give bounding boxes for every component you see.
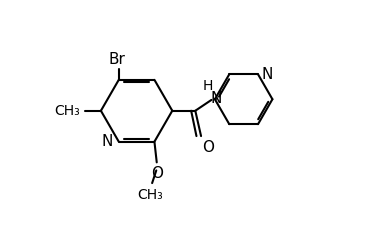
Text: Br: Br [108,52,125,67]
Text: H: H [203,79,213,93]
Text: CH₃: CH₃ [137,188,163,202]
Text: CH₃: CH₃ [54,104,80,118]
Text: N: N [210,91,222,106]
Text: N: N [102,134,113,149]
Text: O: O [202,140,214,154]
Text: O: O [151,166,163,181]
Text: N: N [261,67,273,82]
